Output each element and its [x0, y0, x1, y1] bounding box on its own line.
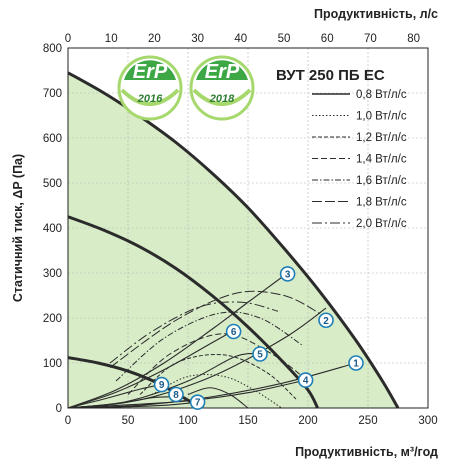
x2-tick-label: 50 [278, 33, 291, 45]
y-tick-label: 600 [43, 133, 62, 145]
x2-tick-label: 30 [191, 33, 204, 45]
svg-text:1,0 Вт/л/с: 1,0 Вт/л/с [356, 111, 407, 123]
svg-text:ErP: ErP [205, 61, 240, 83]
y-tick-label: 300 [43, 268, 62, 280]
svg-text:1: 1 [353, 359, 359, 370]
y-tick-label: 0 [56, 403, 62, 415]
x-tick-label: 200 [298, 415, 317, 427]
system-curve-3 [68, 272, 288, 408]
plot-frame [67, 47, 429, 409]
y-tick-label: 700 [43, 88, 62, 100]
sfp-curve-2 [151, 374, 282, 408]
erp-2018-badge: ErP 2018 [189, 55, 255, 121]
svg-text:2: 2 [323, 316, 329, 327]
system-curve-8 [68, 396, 177, 408]
legend-item-5: 1,6 Вт/л/с [312, 175, 407, 187]
svg-text:0,8 Вт/л/с: 0,8 Вт/л/с [356, 89, 407, 101]
point-marker-4: 4 [297, 372, 314, 388]
svg-text:6: 6 [231, 327, 237, 338]
point-marker-3: 3 [279, 266, 296, 282]
legend-item-3: 1,2 Вт/л/с [312, 132, 407, 144]
x2-tick-label: 70 [364, 33, 377, 45]
system-curve-6 [68, 330, 234, 408]
svg-text:1,6 Вт/л/с: 1,6 Вт/л/с [356, 175, 407, 187]
svg-text:5: 5 [257, 350, 263, 361]
point-marker-8: 8 [168, 386, 184, 403]
point-marker-7: 7 [189, 394, 206, 410]
x2-tick-label: 80 [407, 33, 420, 45]
y-tick-label: 400 [43, 223, 62, 235]
x2-tick-label: 10 [105, 33, 118, 45]
x-tick-label: 100 [178, 415, 197, 427]
y-tick-label: 800 [43, 43, 62, 55]
point-marker-9: 9 [153, 376, 170, 393]
legend-item-2: 1,0 Вт/л/с [312, 111, 407, 123]
point-marker-6: 6 [225, 323, 242, 340]
sfp-curve-3 [139, 354, 297, 400]
sfp-curve-1 [187, 387, 249, 408]
svg-text:2,0 Вт/л/с: 2,0 Вт/л/с [356, 218, 407, 230]
x-tick-label: 150 [238, 415, 257, 427]
x2-axis-title: Продуктивність, л/с [314, 7, 438, 21]
x-axis-title: Продуктивність, м³/год [295, 445, 438, 459]
x2-tick-label: 0 [65, 33, 71, 45]
legend-item-1: 0,8 Вт/л/с [312, 89, 407, 101]
svg-text:9: 9 [159, 380, 165, 391]
svg-text:7: 7 [195, 398, 201, 409]
x-tick-label: 50 [122, 415, 135, 427]
point-marker-1: 1 [348, 355, 364, 371]
sfp-curve-5 [115, 311, 303, 382]
x2-tick-label: 40 [234, 33, 247, 45]
legend-item-4: 1,4 Вт/л/с [312, 154, 407, 166]
x-tick-label: 250 [358, 415, 377, 427]
x2-tick-label: 60 [321, 33, 334, 45]
y-axis-title: Статичний тиск, ΔP (Па) [11, 154, 25, 302]
legend-item-6: 1,8 Вт/л/с [312, 197, 407, 209]
svg-text:8: 8 [173, 390, 179, 401]
point-marker-5: 5 [252, 346, 268, 362]
chart-title: ВУТ 250 ПБ ЕС [276, 67, 385, 84]
y-tick-label: 500 [43, 178, 62, 190]
svg-text:1,2 Вт/л/с: 1,2 Вт/л/с [356, 132, 407, 144]
x-tick-label: 0 [65, 415, 71, 427]
svg-text:1,4 Вт/л/с: 1,4 Вт/л/с [356, 154, 407, 166]
svg-text:1,8 Вт/л/с: 1,8 Вт/л/с [356, 197, 407, 209]
svg-text:3: 3 [285, 269, 291, 280]
point-marker-2: 2 [318, 312, 334, 329]
svg-text:4: 4 [303, 376, 309, 387]
sfp-curve-6 [109, 290, 321, 368]
y-tick-label: 100 [43, 358, 62, 370]
x2-tick-label: 20 [148, 33, 161, 45]
legend-item-7: 2,0 Вт/л/с [312, 218, 407, 230]
svg-text:2016: 2016 [137, 93, 163, 105]
svg-text:2018: 2018 [209, 93, 235, 105]
svg-text:ErP: ErP [133, 61, 168, 83]
erp-2016-badge: ErP 2016 [117, 55, 183, 121]
y-tick-label: 200 [43, 313, 62, 325]
system-curve-9 [68, 384, 162, 408]
operating-area-fill [68, 72, 398, 408]
x-tick-label: 300 [418, 415, 437, 427]
